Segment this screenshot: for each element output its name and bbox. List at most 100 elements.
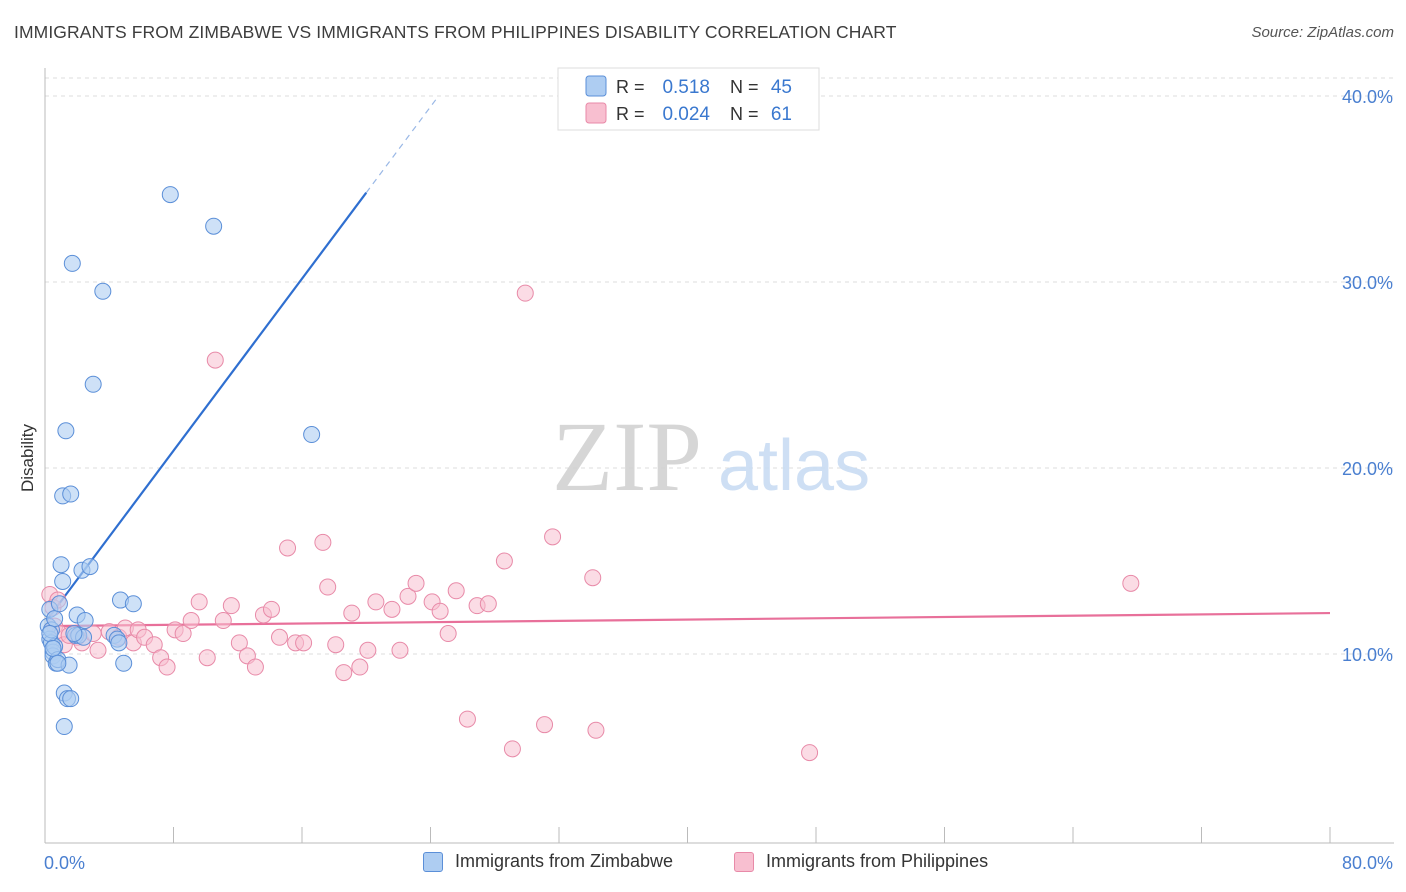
watermark: ZIP atlas bbox=[552, 401, 870, 512]
philippines-point bbox=[458, 710, 476, 728]
philippines-point bbox=[327, 636, 345, 654]
legend-r-value: 0.024 bbox=[662, 104, 710, 125]
philippines-point bbox=[383, 600, 401, 618]
watermark-zip: ZIP bbox=[552, 401, 702, 512]
philippines-point bbox=[214, 612, 232, 630]
philippines-point bbox=[495, 552, 513, 570]
zimbabwe-point bbox=[115, 654, 133, 672]
zimbabwe-point bbox=[49, 654, 67, 672]
legend-swatch-philippines bbox=[585, 102, 607, 124]
y-tick-label: 30.0% bbox=[1342, 273, 1393, 293]
philippines-point bbox=[536, 716, 554, 734]
philippines-point bbox=[399, 587, 417, 605]
trend-lines bbox=[44, 95, 1331, 628]
legend-r-label: R = bbox=[616, 104, 645, 124]
philippines-point bbox=[431, 602, 449, 620]
zimbabwe-point bbox=[76, 612, 94, 630]
philippines-point bbox=[158, 658, 176, 676]
zimbabwe-point bbox=[303, 426, 321, 444]
legend-n-value: 61 bbox=[771, 104, 792, 125]
legend-n-label: N = bbox=[730, 104, 759, 124]
tick-labels: 10.0% 20.0% 30.0% 40.0% 0.0% 80.0% bbox=[44, 87, 1393, 873]
zimbabwe-point bbox=[205, 217, 223, 235]
legend-swatch-philippines bbox=[734, 851, 754, 872]
philippines-point bbox=[516, 284, 534, 302]
source-credit: Source: ZipAtlas.com bbox=[1251, 24, 1394, 41]
philippines-point bbox=[314, 533, 332, 551]
zimbabwe-trend-extension bbox=[365, 95, 440, 194]
zimbabwe-point bbox=[55, 718, 73, 736]
legend-swatch-zimbabwe bbox=[585, 75, 607, 97]
legend-n-label: N = bbox=[730, 77, 759, 97]
philippines-point bbox=[190, 593, 208, 611]
philippines-point bbox=[319, 578, 337, 596]
philippines-point bbox=[479, 595, 497, 613]
philippines-trend-line bbox=[44, 611, 1331, 628]
philippines-point bbox=[391, 641, 409, 659]
zimbabwe-points bbox=[39, 186, 321, 736]
zimbabwe-point bbox=[63, 254, 81, 272]
legend-item-zimbabwe[interactable]: Immigrants from Zimbabwe bbox=[423, 851, 673, 872]
zimbabwe-point bbox=[46, 610, 64, 628]
philippines-points bbox=[41, 284, 1140, 762]
philippines-point bbox=[271, 628, 289, 646]
zimbabwe-point bbox=[161, 186, 179, 204]
zimbabwe-point bbox=[52, 556, 70, 574]
philippines-point bbox=[295, 634, 313, 652]
philippines-point bbox=[503, 740, 521, 758]
philippines-point bbox=[587, 721, 605, 739]
philippines-point bbox=[222, 597, 240, 615]
legend-label-philippines: Immigrants from Philippines bbox=[766, 851, 989, 871]
zimbabwe-trend-line bbox=[45, 192, 368, 622]
x-tick-label: 80.0% bbox=[1342, 853, 1393, 873]
grid-lines bbox=[45, 77, 1394, 655]
zimbabwe-point bbox=[62, 690, 80, 708]
zimbabwe-point bbox=[94, 282, 112, 300]
zimbabwe-point bbox=[84, 375, 102, 393]
philippines-point bbox=[246, 658, 264, 676]
philippines-point bbox=[584, 569, 602, 587]
axes bbox=[44, 68, 1394, 844]
zimbabwe-point bbox=[44, 639, 62, 657]
philippines-point bbox=[230, 634, 248, 652]
philippines-point bbox=[367, 593, 385, 611]
philippines-point bbox=[439, 625, 457, 643]
zimbabwe-point bbox=[65, 625, 83, 643]
philippines-point bbox=[174, 625, 192, 643]
legend-top: R = 0.518 N = 45 R = 0.024 N = 61 bbox=[557, 67, 820, 131]
philippines-point bbox=[206, 351, 224, 369]
y-tick-label: 40.0% bbox=[1342, 87, 1393, 107]
philippines-point bbox=[801, 744, 819, 762]
legend-bottom: Immigrants from Zimbabwe Immigrants from… bbox=[0, 851, 1406, 877]
legend-n-value: 45 bbox=[771, 77, 792, 98]
zimbabwe-point bbox=[41, 625, 59, 643]
philippines-point bbox=[1122, 574, 1140, 592]
y-tick-label: 10.0% bbox=[1342, 645, 1393, 665]
philippines-point bbox=[182, 612, 200, 630]
zimbabwe-point bbox=[57, 422, 75, 440]
philippines-point bbox=[351, 658, 369, 676]
philippines-point bbox=[335, 664, 353, 682]
philippines-point bbox=[279, 539, 297, 557]
zimbabwe-point bbox=[124, 595, 142, 613]
legend-label-zimbabwe: Immigrants from Zimbabwe bbox=[455, 851, 674, 871]
y-tick-label: 20.0% bbox=[1342, 459, 1393, 479]
zimbabwe-point bbox=[81, 558, 99, 576]
philippines-point bbox=[447, 582, 465, 600]
philippines-point bbox=[343, 604, 361, 622]
chart-title: IMMIGRANTS FROM ZIMBABWE VS IMMIGRANTS F… bbox=[14, 22, 897, 42]
philippines-point bbox=[262, 600, 280, 618]
watermark-atlas: atlas bbox=[718, 426, 870, 506]
x-tick-label: 0.0% bbox=[44, 853, 85, 873]
philippines-point bbox=[198, 649, 216, 667]
legend-r-value: 0.518 bbox=[662, 77, 710, 98]
zimbabwe-point bbox=[110, 634, 128, 652]
philippines-point bbox=[89, 641, 107, 659]
philippines-point bbox=[359, 641, 377, 659]
legend-item-philippines[interactable]: Immigrants from Philippines bbox=[734, 851, 988, 872]
zimbabwe-point bbox=[54, 572, 72, 590]
philippines-point bbox=[407, 574, 425, 592]
philippines-point bbox=[544, 528, 562, 546]
legend-r-label: R = bbox=[616, 77, 645, 97]
